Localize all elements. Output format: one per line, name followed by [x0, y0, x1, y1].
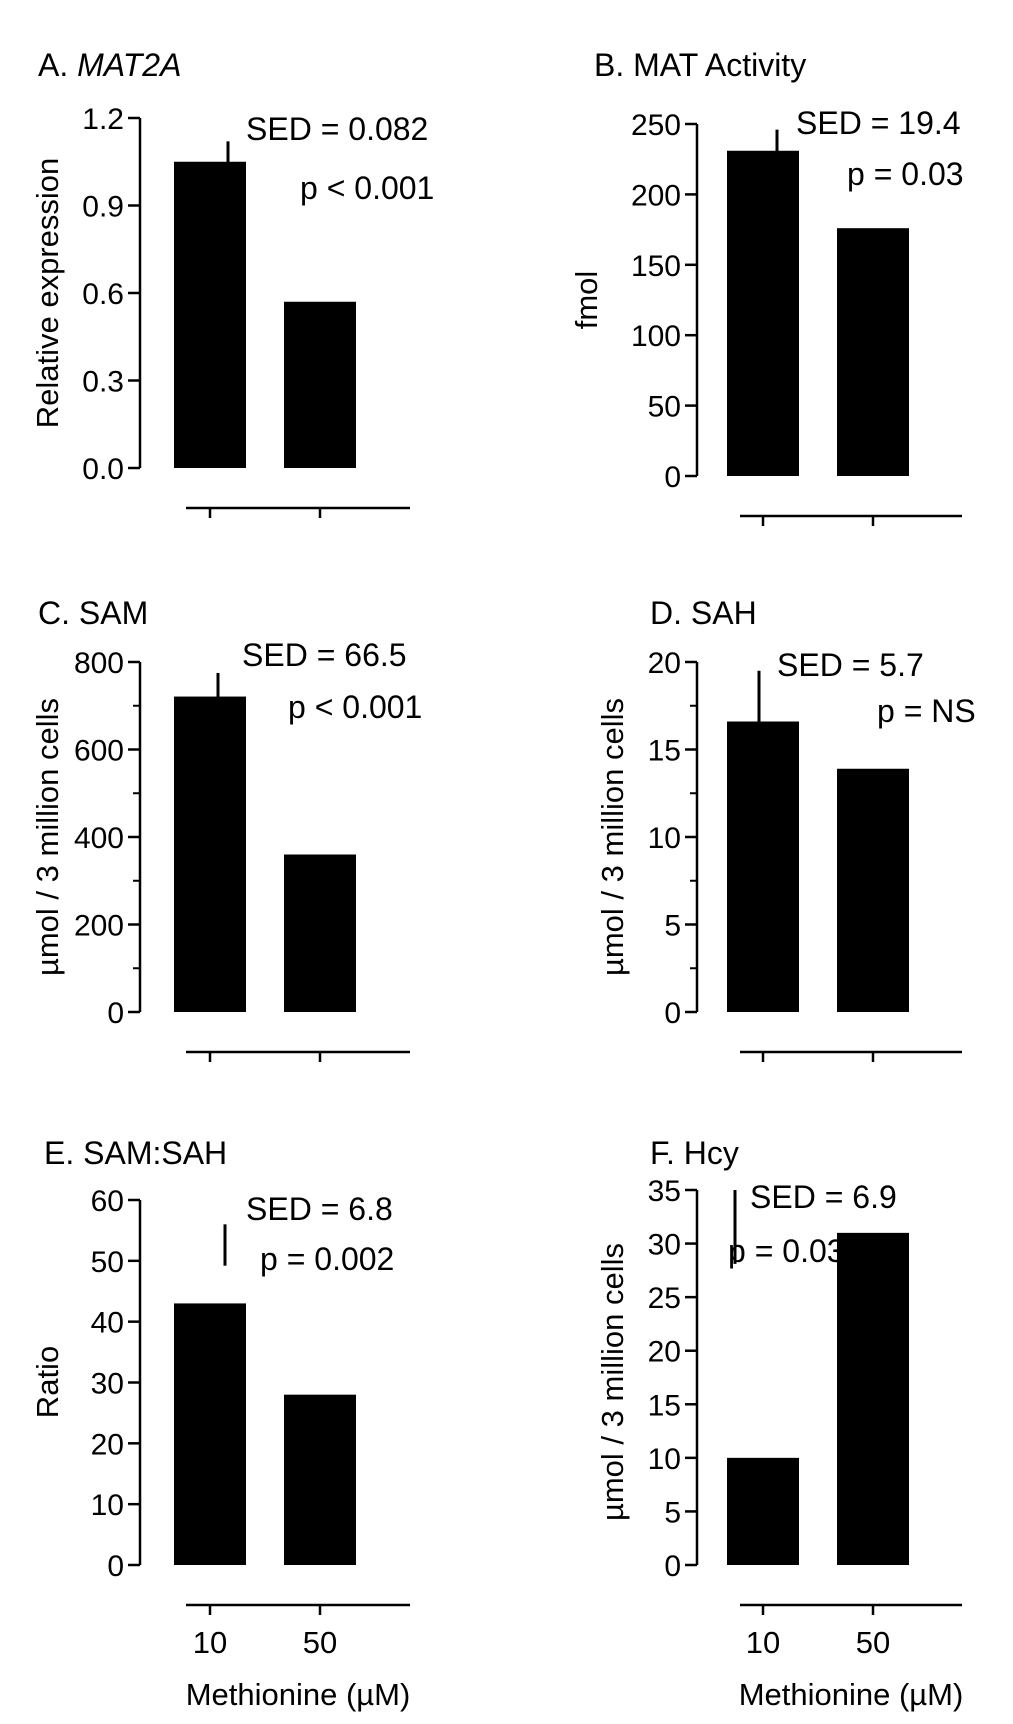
panel-c-title: C. SAM — [38, 595, 148, 631]
panel-e-xlabel: Methionine (µM) — [186, 1677, 411, 1712]
panel-e-ytick-label: 60 — [91, 1185, 124, 1218]
panel-f-xtick-label: 10 — [746, 1625, 780, 1660]
panel-c-ytick-label: 0 — [107, 997, 124, 1030]
panel-e-ytick-label: 10 — [91, 1489, 124, 1522]
panel-f-ytick-label: 20 — [648, 1336, 681, 1369]
panel-d-sed-label: SED = 5.7 — [777, 647, 924, 683]
panel-e-xtick-label: 10 — [193, 1625, 227, 1660]
panel-c-ytick-label: 600 — [74, 735, 124, 768]
panel-f-bar-10 — [727, 1457, 799, 1565]
panel-e-ytick-label: 40 — [91, 1307, 124, 1340]
panel-c-title-prefix: C. SAM — [38, 595, 148, 631]
panel-d-title: D. SAH — [650, 595, 757, 631]
panel-e: E. SAM:SAH 0 10 20 30 40 50 60 Ratio 10 50 Methioni… — [30, 1135, 410, 1712]
panel-f-title-prefix: F. Hcy — [650, 1135, 739, 1171]
panel-c-ytick-label: 800 — [74, 647, 124, 680]
panel-f-ytick-label: 10 — [648, 1443, 681, 1476]
panel-e-bar-50 — [284, 1394, 356, 1565]
panel-a-ytick-label: 0.6 — [82, 278, 124, 311]
panel-b: B. MAT Activity 0 50 100 150 200 250 fmol SED = … — [569, 47, 964, 526]
panel-a: A. MAT2A 0.0 0.3 0.6 0.9 1.2 Relative expressi… — [30, 47, 434, 518]
panel-a-title-prefix: A. — [38, 47, 77, 83]
panel-f-ytick-label: 15 — [648, 1389, 681, 1422]
panel-b-p-value: p = 0.03 — [847, 156, 964, 192]
panel-b-ytick-label: 250 — [631, 109, 681, 142]
panel-b-title-prefix: B. MAT Activity — [594, 47, 806, 83]
panel-e-ytick-label: 0 — [107, 1550, 124, 1583]
panel-d-p-value: p = NS — [877, 693, 976, 729]
panel-e-ytick-label: 30 — [91, 1368, 124, 1401]
panel-b-ytick-label: 150 — [631, 250, 681, 283]
panel-b-ytick-label: 200 — [631, 179, 681, 212]
panel-b-bar-10 — [727, 150, 799, 476]
panel-c-bar-10 — [174, 696, 246, 1012]
panel-d-ytick-label: 15 — [648, 735, 681, 768]
panel-f-ytick-label: 30 — [648, 1229, 681, 1262]
panel-b-title: B. MAT Activity — [594, 47, 806, 83]
panel-f-p-value: p = 0.03 — [728, 1233, 845, 1269]
panel-c-sed-label: SED = 66.5 — [242, 637, 407, 673]
panel-d-title-prefix: D. SAH — [650, 595, 757, 631]
panel-f-bar-50 — [837, 1232, 909, 1565]
panel-a-ytick-label: 1.2 — [82, 103, 124, 136]
panel-f-ytick-label: 0 — [664, 1550, 681, 1583]
panel-d-ytick-label: 20 — [648, 647, 681, 680]
panel-e-p-value: p = 0.002 — [260, 1241, 394, 1277]
panel-a-sed-label: SED = 0.082 — [246, 111, 428, 147]
panel-c-ytick-label: 400 — [74, 822, 124, 855]
panel-d-bar-50 — [837, 768, 909, 1012]
panel-b-ytick-label: 50 — [648, 391, 681, 424]
panel-d-ytick-label: 5 — [664, 910, 681, 943]
panel-c: C. SAM 0 200 400 600 800 µmol / 3 million cell… — [30, 595, 422, 1062]
panel-f-sed-label: SED = 6.9 — [750, 1179, 897, 1215]
panel-b-bar-50 — [837, 228, 909, 476]
panel-e-ytick-label: 20 — [91, 1428, 124, 1461]
panel-c-ylabel: µmol / 3 million cells — [30, 698, 65, 976]
panel-e-ytick-label: 50 — [91, 1246, 124, 1279]
panel-d-ylabel: µmol / 3 million cells — [595, 698, 630, 976]
panel-e-title-prefix: E. SAM:SAH — [44, 1135, 227, 1171]
panel-f-xtick-label: 50 — [856, 1625, 890, 1660]
panel-e-bar-10 — [174, 1303, 246, 1565]
panel-a-ytick-label: 0.0 — [82, 453, 124, 486]
panel-a-bar-10 — [174, 161, 246, 468]
panel-d: D. SAH 0 5 10 15 20 µmol / 3 million cells SED … — [595, 595, 976, 1062]
panel-a-title-gene: MAT2A — [77, 47, 181, 83]
panel-f-xlabel: Methionine (µM) — [739, 1677, 964, 1712]
panel-f-ytick-label: 35 — [648, 1175, 681, 1208]
panel-b-ytick-label: 100 — [631, 320, 681, 353]
panel-c-ytick-label: 200 — [74, 910, 124, 943]
panel-d-ytick-label: 10 — [648, 822, 681, 855]
panel-a-ylabel: Relative expression — [30, 158, 65, 429]
panel-b-ylabel: fmol — [569, 271, 604, 330]
panel-f-ytick-label: 5 — [664, 1496, 681, 1529]
panel-b-ytick-label: 0 — [664, 461, 681, 494]
panel-b-sed-label: SED = 19.4 — [796, 105, 961, 141]
panel-a-bar-50 — [284, 301, 356, 468]
panel-a-ytick-label: 0.9 — [82, 191, 124, 224]
panel-e-sed-label: SED = 6.8 — [246, 1191, 393, 1227]
panel-d-ytick-label: 0 — [664, 997, 681, 1030]
panel-f-ylabel: µmol / 3 million cells — [595, 1243, 630, 1521]
panel-e-xtick-label: 50 — [303, 1625, 337, 1660]
panel-a-title: A. MAT2A — [38, 47, 181, 83]
panel-f-ytick-label: 25 — [648, 1282, 681, 1315]
panel-a-p-value: p < 0.001 — [300, 170, 434, 206]
panel-a-ytick-label: 0.3 — [82, 366, 124, 399]
panel-c-bar-50 — [284, 854, 356, 1012]
panel-d-bar-10 — [727, 721, 799, 1012]
panel-e-title: E. SAM:SAH — [44, 1135, 227, 1171]
panel-f-title: F. Hcy — [650, 1135, 739, 1171]
panel-e-ylabel: Ratio — [30, 1346, 65, 1418]
panel-f: F. Hcy 0 5 10 15 20 25 30 35 µmol / 3 million cel… — [595, 1135, 963, 1712]
panel-c-p-value: p < 0.001 — [288, 689, 422, 725]
